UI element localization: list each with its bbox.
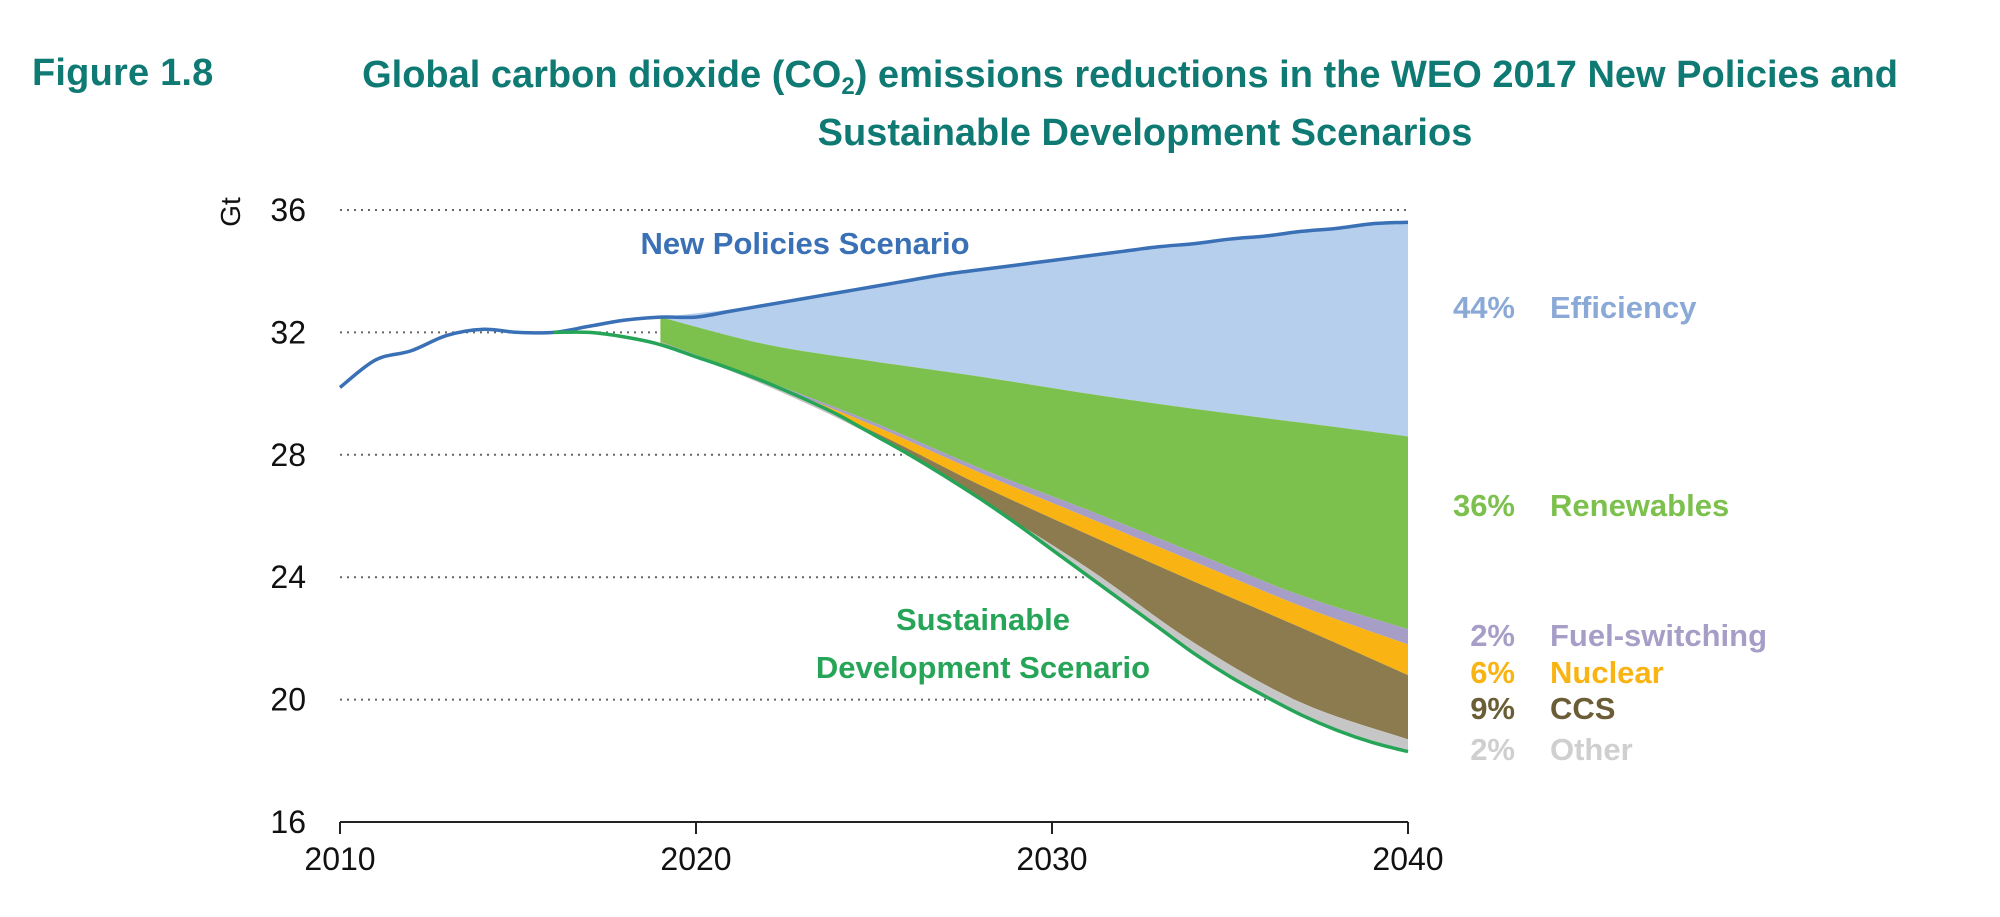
y-tick-label-20: 20 bbox=[270, 682, 306, 718]
new-policies-label: New Policies Scenario bbox=[640, 226, 969, 261]
title-line2: Sustainable Development Scenarios bbox=[817, 112, 1473, 154]
pct-efficiency: 44% bbox=[1453, 290, 1515, 325]
title-prefix: Global carbon dioxide (CO bbox=[362, 54, 842, 96]
label-nuclear: Nuclear bbox=[1550, 655, 1664, 690]
figure-label: Figure 1.8 bbox=[32, 52, 214, 94]
y-axis-label: Gt bbox=[215, 197, 246, 227]
title-suffix: ) emissions reductions in the WEO 2017 N… bbox=[854, 54, 1898, 96]
new-policies-line bbox=[338, 220, 1409, 389]
pct-other: 2% bbox=[1470, 732, 1515, 767]
y-tick-label-32: 32 bbox=[270, 314, 306, 350]
pct-fuel-switching: 2% bbox=[1470, 618, 1515, 653]
wedge-fuel-switching bbox=[660, 341, 1408, 645]
wedge-renewables bbox=[660, 317, 1408, 630]
y-tick-label-36: 36 bbox=[270, 192, 306, 228]
sds-label-line1: Sustainable bbox=[896, 602, 1070, 637]
pct-renewables: 36% bbox=[1453, 488, 1515, 523]
label-ccs: CCS bbox=[1550, 691, 1615, 726]
scenario-lines bbox=[338, 220, 1409, 754]
pct-nuclear: 6% bbox=[1470, 655, 1515, 690]
x-tick-label-2030: 2030 bbox=[1016, 841, 1087, 877]
label-renewables: Renewables bbox=[1550, 488, 1729, 523]
sds-line bbox=[553, 330, 1409, 754]
sds-label-line2: Development Scenario bbox=[816, 650, 1150, 685]
figure-title: Global carbon dioxide (CO2) emissions re… bbox=[305, 52, 1955, 156]
label-efficiency: Efficiency bbox=[1550, 290, 1697, 325]
x-tick-label-2010: 2010 bbox=[304, 841, 375, 877]
pct-ccs: 9% bbox=[1470, 691, 1515, 726]
wedge-ccs bbox=[660, 342, 1408, 740]
label-fuel-switching: Fuel-switching bbox=[1550, 618, 1767, 653]
y-tick-label-24: 24 bbox=[270, 559, 306, 595]
title-subscript: 2 bbox=[841, 73, 855, 100]
x-tick-label-2040: 2040 bbox=[1372, 841, 1443, 877]
label-other: Other bbox=[1550, 732, 1633, 767]
chart-labels: New Policies Scenario Sustainable Developm… bbox=[640, 226, 1767, 767]
axes: 2010 2020 2030 2040 16 20 24 28 32 36 Gt bbox=[215, 192, 1444, 877]
wedge-nuclear bbox=[660, 342, 1408, 676]
y-tick-label-16: 16 bbox=[270, 804, 306, 840]
wedge-efficiency bbox=[660, 222, 1408, 437]
reduction-wedges bbox=[660, 222, 1408, 752]
x-tick-label-2020: 2020 bbox=[660, 841, 731, 877]
y-tick-label-28: 28 bbox=[270, 437, 306, 473]
